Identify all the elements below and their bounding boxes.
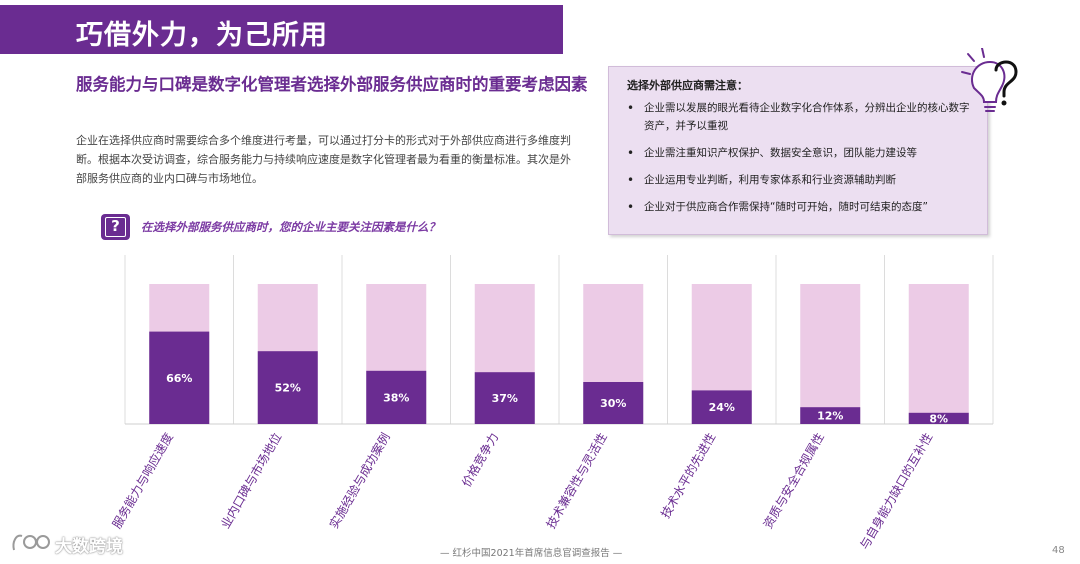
bar-value-label: 66% [166,372,192,385]
page-title: 巧借外力，为己所用 [76,20,328,51]
bar-value-label: 38% [383,391,409,404]
bar-value-label: 37% [492,392,518,405]
note-list: 企业需以发展的眼光看待企业数字化合作体系，分辨出企业的核心数字资产，并予以重视 … [627,99,972,225]
note-item: 企业需以发展的眼光看待企业数字化合作体系，分辨出企业的核心数字资产，并予以重视 [627,99,972,135]
question-mark: ? [105,217,126,237]
bar [583,382,644,424]
bar [908,412,969,424]
bar [257,351,318,424]
x-tick-label: 技术水平的先进性 [657,430,718,521]
x-tick-label: 技术兼容性与灵活性 [543,430,610,531]
watermark: 大数跨境 [55,537,123,557]
chart-bars: 66% 52% 38% 37% 30% 24% 12% 8% [149,284,969,425]
bar-value-label: 24% [709,401,735,414]
x-tick-label: 业内口碑与市场地位 [217,430,284,531]
bar [474,372,535,424]
x-tick-label: 服务能力与响应速度 [109,430,176,531]
bar-value-label: 8% [929,412,948,425]
title-banner: 巧借外力，为己所用 [0,5,563,54]
x-tick-label: 价格竞争力 [458,430,501,489]
bar-background [908,284,969,424]
bar-value-label: 52% [275,382,301,395]
note-title: 选择外部供应商需注意： [627,79,748,92]
chart-gridlines [124,255,994,425]
note-item: 企业对于供应商合作需保持“随时可开始，随时可结束的态度” [627,198,972,216]
footer: — 红杉中国2021年首席信息官调查报告 — [440,548,623,559]
watermark-logo-icon [12,534,50,551]
note-item: 企业运用专业判断，利用专家体系和行业资源辅助判断 [627,171,972,189]
question-icon: ? [101,214,130,240]
bar-value-label: 30% [600,397,626,410]
x-tick-label: 实施经验与成功案例 [326,430,393,531]
bar [691,390,752,424]
note-item: 企业需注重知识产权保护、数据安全意识，团队能力建设等 [627,144,972,162]
lightbulb-question-icon [961,48,1018,112]
x-tick-label: 与自身能力缺口的互补性 [856,430,935,552]
bar [149,331,210,424]
bar [800,407,861,424]
chart-x-labels: 服务能力与响应速度 业内口碑与市场地位 实施经验与成功案例 价格竞争力 技术兼容性与灵活… [109,430,935,552]
note-card: 选择外部供应商需注意： 企业需以发展的眼光看待企业数字化合作体系，分辨出企业的核… [608,66,988,235]
bar-value-label: 12% [817,410,843,423]
page-number: 48 [1052,545,1065,556]
survey-question: 在选择外部服务供应商时，您的企业主要关注因素是什么？ [141,220,440,234]
headline: 服务能力与口碑是数字化管理者选择外部服务供应商时的重要考虑因素 [76,75,588,94]
x-tick-label: 资质与安全合规属性 [760,430,827,531]
bar [366,370,427,424]
bar-background [800,284,861,424]
body-text: 企业在选择供应商时需要综合多个维度进行考量，可以通过打分卡的形式对于外部供应商进… [76,134,571,185]
